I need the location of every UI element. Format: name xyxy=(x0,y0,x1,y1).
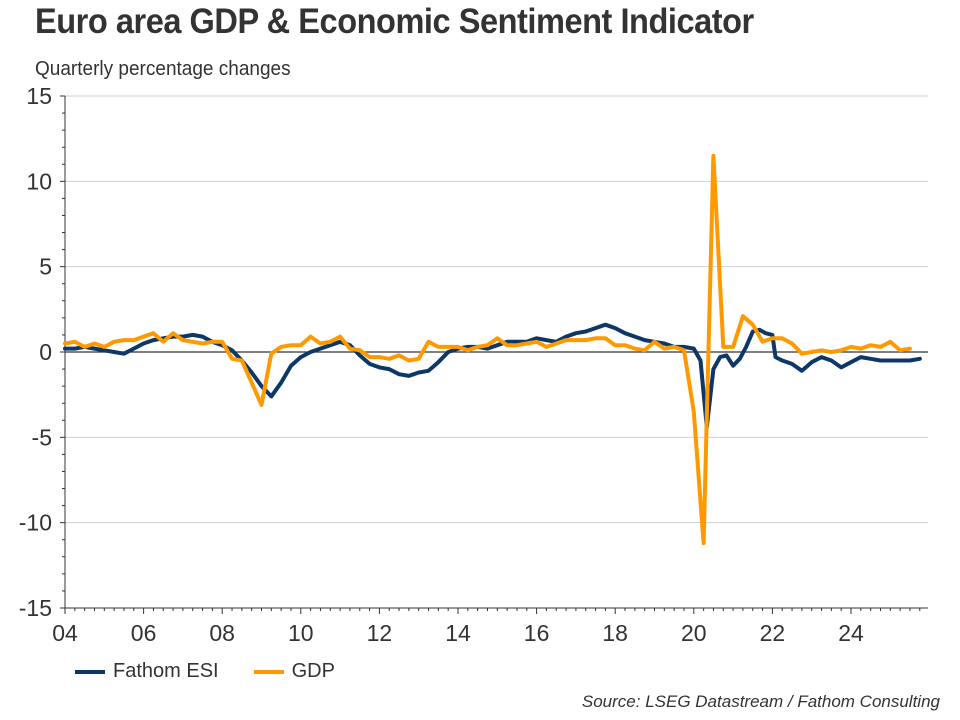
legend-label-esi: Fathom ESI xyxy=(113,660,219,682)
x-tick-label: 24 xyxy=(838,620,864,646)
y-tick-label: 5 xyxy=(39,254,52,280)
x-tick-label: 18 xyxy=(602,620,628,646)
x-axis-ticks: 04 06 08 10 12 14 16 18 20 22 24 xyxy=(52,608,921,646)
x-tick-label: 16 xyxy=(524,620,550,646)
y-tick-label: -10 xyxy=(19,510,52,536)
legend-item-esi: Fathom ESI xyxy=(75,660,219,683)
legend-swatch-esi xyxy=(75,669,105,674)
x-tick-label: 20 xyxy=(681,620,707,646)
y-tick-label: 15 xyxy=(26,83,52,109)
x-tick-label: 08 xyxy=(209,620,235,646)
y-tick-label: 0 xyxy=(39,339,52,365)
source-note: Source: LSEG Datastream / Fathom Consult… xyxy=(581,692,940,711)
y-axis-ticks: 15 10 5 0 -5 -10 -15 xyxy=(19,83,65,621)
gridlines xyxy=(65,95,928,524)
x-tick-label: 22 xyxy=(760,620,786,646)
legend-swatch-gdp xyxy=(253,669,284,674)
gdp-line xyxy=(63,153,912,546)
series-lines xyxy=(63,153,922,546)
y-tick-label: 10 xyxy=(26,168,52,194)
y-tick-label: -5 xyxy=(32,424,52,450)
legend: Fathom ESI GDP xyxy=(75,660,370,683)
chart-title: Euro area GDP & Economic Sentiment Indic… xyxy=(35,2,754,41)
legend-label-gdp: GDP xyxy=(291,660,335,682)
x-tick-label: 10 xyxy=(288,620,314,646)
x-tick-label: 14 xyxy=(445,620,471,646)
x-tick-label: 06 xyxy=(131,620,157,646)
x-tick-label: 12 xyxy=(367,620,393,646)
legend-item-gdp: GDP xyxy=(253,660,335,683)
chart-subtitle: Quarterly percentage changes xyxy=(35,58,291,80)
y-tick-label: -15 xyxy=(19,595,52,621)
x-tick-label: 04 xyxy=(52,620,78,646)
